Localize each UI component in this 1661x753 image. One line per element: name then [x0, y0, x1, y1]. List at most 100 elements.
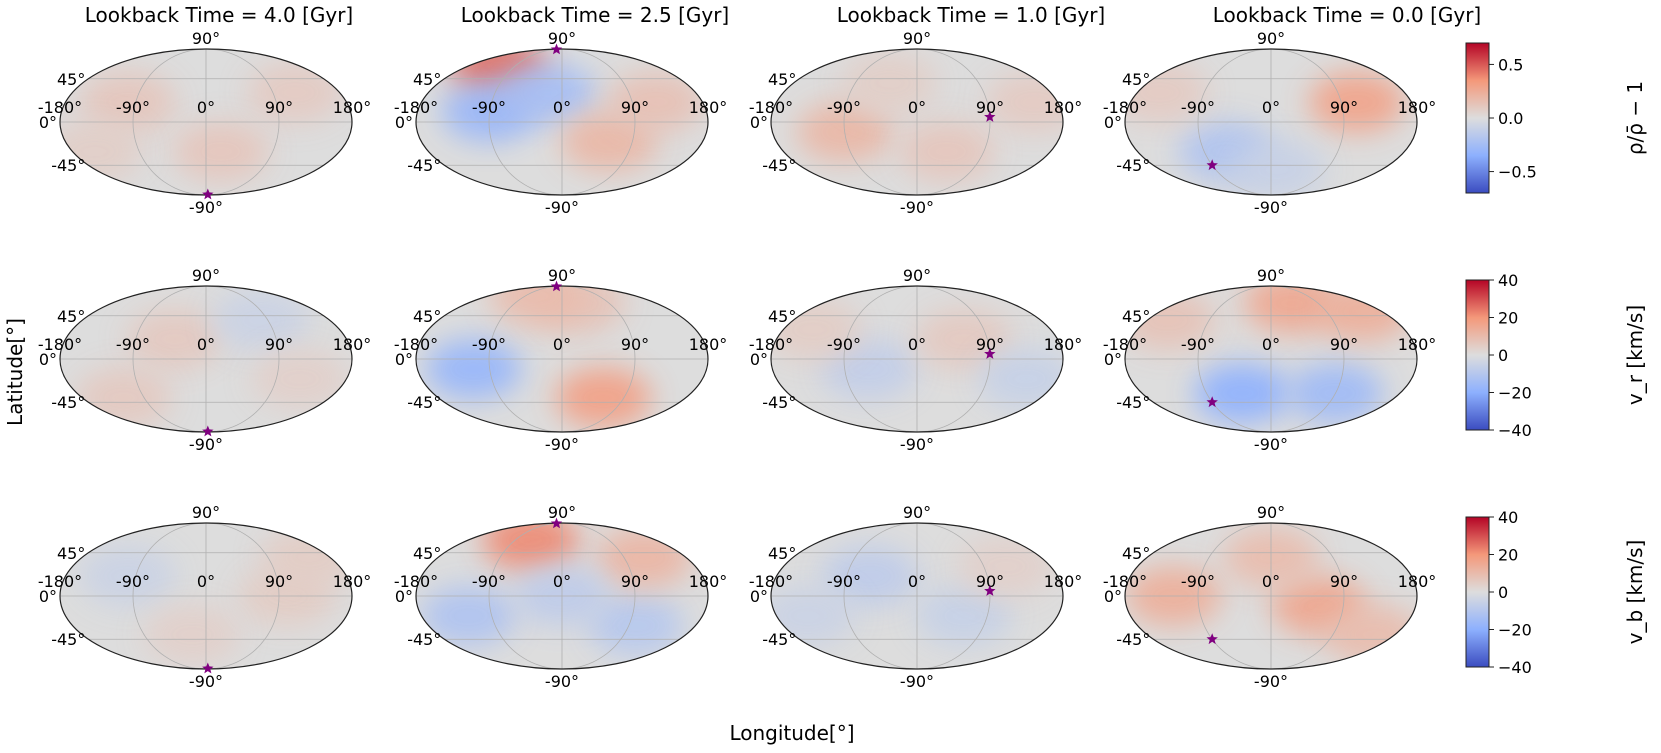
lat-tick-label: -90° — [1254, 672, 1288, 691]
lon-tick-label: 180° — [689, 572, 728, 591]
star-marker — [550, 517, 563, 529]
lat-tick-label: 45° — [413, 544, 441, 563]
lon-tick-label: -180° — [1103, 98, 1147, 117]
lon-tick-label: 0° — [197, 335, 215, 354]
longitude-gridline — [916, 49, 991, 195]
lon-tick-label: -90° — [1181, 335, 1215, 354]
lat-tick-label: 0° — [750, 113, 768, 132]
lat-tick-label: -45° — [762, 156, 796, 175]
anomaly-field — [1125, 62, 1405, 195]
lat-tick-label: 45° — [1122, 307, 1150, 326]
lon-tick-label: 0° — [1262, 335, 1280, 354]
lat-tick-label: -90° — [1254, 198, 1288, 217]
longitude-gridline — [1197, 523, 1272, 669]
colorbar-tick-label: 20 — [1498, 546, 1518, 565]
lon-tick-label: 180° — [1044, 572, 1083, 591]
lon-tick-label: 90° — [1330, 335, 1358, 354]
map-outline — [770, 48, 1064, 196]
map-panel: -180° -90° 0° 90° 180° 90° 45° 0° -45° -90° — [749, 266, 1082, 454]
lon-tick-label: -180° — [749, 572, 793, 591]
star-marker — [202, 425, 214, 437]
map-outline — [770, 285, 1064, 433]
map-panel: -180° -90° 0° 90° 180° 90° 45° 0° -45° -90° — [394, 503, 727, 691]
lat-tick-label: -45° — [407, 630, 441, 649]
map-panel: -180° -90° 0° 90° 180° 90° 45° 0° -45° -90° — [1103, 503, 1436, 691]
anomaly-blob — [489, 286, 586, 327]
x-axis-label: Longitude[°] — [729, 721, 854, 745]
colorbar-gradient — [1465, 279, 1490, 431]
longitude-gridline — [561, 286, 636, 432]
map-panel: -180° -90° 0° 90° 180° 90° 45° 0° -45° -90° — [749, 29, 1082, 217]
colorbar-tick-label: 0 — [1498, 583, 1508, 602]
anomaly-blob — [251, 348, 348, 409]
y-axis-label: Latitude[°] — [3, 318, 27, 426]
lon-tick-label: -180° — [1103, 335, 1147, 354]
lat-tick-label: -90° — [900, 672, 934, 691]
anomaly-blob — [822, 546, 919, 607]
map-outline — [770, 522, 1064, 670]
lat-tick-label: 45° — [1122, 70, 1150, 89]
graticule — [1125, 523, 1417, 669]
lon-tick-label: 0° — [553, 572, 571, 591]
lat-tick-label: 45° — [413, 307, 441, 326]
lat-tick-label: -45° — [762, 630, 796, 649]
lon-tick-label: 180° — [1398, 572, 1437, 591]
lat-tick-label: 90° — [903, 503, 931, 522]
anomaly-field — [420, 523, 693, 656]
anomaly-field — [60, 62, 344, 182]
lat-tick-label: -90° — [545, 198, 579, 217]
colorbar-tick-label: −20 — [1498, 621, 1532, 640]
lat-tick-label: 0° — [39, 350, 57, 369]
lat-tick-label: -90° — [545, 435, 579, 454]
star-marker — [1206, 396, 1218, 408]
column-title-3: Lookback Time = 1.0 [Gyr] — [837, 3, 1105, 27]
lon-tick-label: -180° — [38, 335, 82, 354]
lon-tick-label: 180° — [689, 98, 728, 117]
anomaly-blob — [820, 338, 917, 399]
lon-tick-label: 90° — [621, 335, 649, 354]
lon-tick-label: -180° — [1103, 572, 1147, 591]
colorbar-tick-label: −0.5 — [1498, 163, 1537, 182]
longitude-gridline — [1270, 49, 1345, 195]
colorbar-label: ρ/ρ̄ − 1 — [1623, 81, 1647, 155]
lat-tick-label: 45° — [768, 70, 796, 89]
colorbar-gradient — [1465, 42, 1490, 194]
lat-tick-label: -45° — [51, 393, 85, 412]
map-outline — [415, 285, 709, 433]
graticule — [60, 286, 352, 432]
longitude-gridline — [916, 523, 991, 669]
lon-tick-label: -90° — [472, 98, 506, 117]
anomaly-blob — [79, 72, 176, 133]
longitude-gridline — [561, 523, 636, 669]
anomaly-field — [771, 536, 1055, 646]
lat-tick-label: 0° — [750, 350, 768, 369]
colorbar-tick-label: 40 — [1498, 271, 1518, 290]
lat-tick-label: -45° — [51, 630, 85, 649]
lon-tick-label: -180° — [394, 98, 438, 117]
lon-tick-label: 0° — [908, 335, 926, 354]
lat-tick-label: -45° — [407, 156, 441, 175]
colorbar: 40 20 0 −20 −40 v_b [km/s] — [1465, 508, 1647, 677]
lat-tick-label: -90° — [1254, 435, 1288, 454]
lat-tick-label: 0° — [395, 113, 413, 132]
graticule — [60, 523, 352, 669]
longitude-gridline — [132, 286, 207, 432]
anomaly-blob — [499, 62, 596, 123]
lat-tick-label: 90° — [1257, 503, 1285, 522]
lat-tick-label: -90° — [545, 672, 579, 691]
lon-tick-label: 90° — [621, 572, 649, 591]
lat-tick-label: -45° — [762, 393, 796, 412]
colorbar-tick-label: 0.5 — [1498, 55, 1523, 74]
lon-tick-label: -90° — [1181, 572, 1215, 591]
column-title-1: Lookback Time = 4.0 [Gyr] — [85, 3, 353, 27]
map-outline — [1124, 285, 1418, 433]
graticule — [60, 49, 352, 195]
lat-tick-label: 0° — [395, 587, 413, 606]
star-marker — [550, 43, 563, 55]
lon-tick-label: 180° — [333, 335, 372, 354]
lon-tick-label: 180° — [689, 335, 728, 354]
longitude-gridline — [1197, 49, 1272, 195]
lat-tick-label: -45° — [1116, 156, 1150, 175]
longitude-gridline — [843, 286, 918, 432]
lon-tick-label: 0° — [1262, 572, 1280, 591]
